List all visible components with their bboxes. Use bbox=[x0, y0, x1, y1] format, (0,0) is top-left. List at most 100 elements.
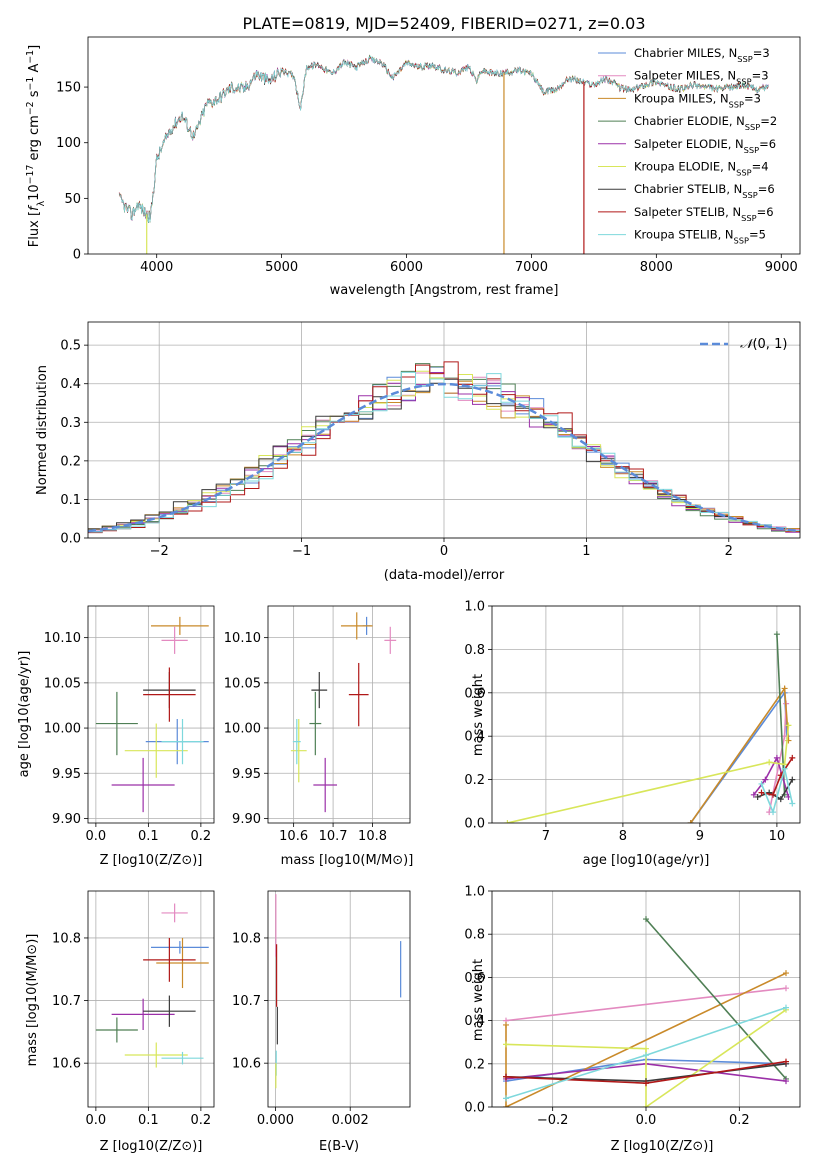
weight_vs_Z-plot bbox=[503, 916, 789, 1107]
label-part: Kroupa MILES, N bbox=[634, 91, 729, 105]
spectrum-frame: 4000 5000 6000 7000 8000 9000 0 50 100 150 bbox=[56, 36, 801, 275]
mass_vs_Z-axes bbox=[88, 891, 214, 1107]
tick-label-x: 0.2 bbox=[191, 829, 212, 844]
label-part: Flux [ bbox=[27, 211, 42, 247]
weight-marker bbox=[783, 985, 789, 992]
label-part: f bbox=[27, 204, 42, 211]
tick-label-y: 0.4 bbox=[60, 377, 81, 392]
weight-marker bbox=[783, 1078, 789, 1085]
weight-marker bbox=[643, 916, 649, 923]
y-axis-label: age [log10(age/yr)] bbox=[17, 651, 32, 778]
tick-label-x: 0.2 bbox=[729, 1113, 750, 1128]
tick-label-x: 0.0 bbox=[86, 1113, 107, 1128]
weight-marker bbox=[643, 1052, 649, 1059]
histogram-steps bbox=[88, 372, 800, 533]
axes-frame bbox=[267, 890, 411, 1108]
label-part: s bbox=[27, 90, 42, 101]
residuals-legend: 𝒩(0, 1) bbox=[700, 337, 787, 352]
y-axis-label: mass [log10(M/M⊙)] bbox=[25, 934, 40, 1067]
label-part: SSP bbox=[742, 190, 757, 200]
tick-label-y: 10.05 bbox=[224, 676, 261, 691]
weight-marker bbox=[783, 970, 789, 977]
legend-label: Chabrier MILES, NSSP=3 bbox=[634, 46, 770, 64]
age_vs_Z-background bbox=[88, 606, 214, 823]
spectrum-legend: Chabrier MILES, NSSP=3 Salpeter MILES, NS… bbox=[598, 46, 777, 246]
x-axis-label: Z [log10(Z/Z⊙)] bbox=[100, 1139, 203, 1154]
weight-marker bbox=[503, 1095, 509, 1102]
tick-label-y: 10.6 bbox=[232, 1057, 261, 1072]
legend-label: Kroupa STELIB, NSSP=5 bbox=[634, 228, 766, 246]
weight-line bbox=[505, 987, 787, 1022]
weight-line bbox=[505, 972, 787, 1107]
label-part: (0, 1) bbox=[752, 337, 787, 352]
weight-line bbox=[757, 779, 793, 801]
tick-label-y: 0.4 bbox=[464, 730, 485, 745]
histogram-steps bbox=[88, 371, 800, 533]
weight_vs_age-background bbox=[492, 606, 800, 823]
weight-marker bbox=[783, 1004, 789, 1011]
label-part: −17 bbox=[25, 165, 36, 185]
x-axis-label: age [log10(age/yr)] bbox=[583, 853, 710, 868]
weight-line bbox=[507, 725, 790, 823]
label-part: =3 bbox=[753, 46, 770, 60]
age_vs_Z-frame: 0.0 0.1 0.2 9.90 9.95 10.00 10.05 10.10 bbox=[44, 605, 215, 844]
tick-label-y: 0.4 bbox=[464, 1014, 485, 1029]
label-part: erg cm bbox=[27, 115, 42, 164]
label-part: SSP bbox=[736, 168, 751, 178]
tick-label-y: 0.8 bbox=[464, 928, 485, 943]
tick-label-y: 0.8 bbox=[464, 643, 485, 658]
label-part: −1 bbox=[25, 77, 36, 91]
x-axis-label: (data-model)/error bbox=[384, 568, 505, 583]
age_vs_Z-axes bbox=[88, 606, 214, 823]
tick-label-y: 10.10 bbox=[44, 631, 81, 646]
age_vs_mass-plot bbox=[290, 612, 397, 813]
tick-label-y: 0.2 bbox=[464, 773, 485, 788]
tick-label-y: 10.05 bbox=[44, 676, 81, 691]
tick-label-y: 0.0 bbox=[464, 1101, 485, 1116]
tick-label-x: 7000 bbox=[515, 260, 548, 275]
tick-label-y: 0 bbox=[73, 248, 81, 263]
weight-marker bbox=[770, 791, 777, 798]
tick-label-y: 9.90 bbox=[232, 812, 261, 827]
tick-label-x: 1 bbox=[582, 544, 590, 559]
label-part: 10 bbox=[27, 184, 42, 201]
tick-label-x: 0.2 bbox=[191, 1113, 212, 1128]
label-part: Chabrier STELIB, N bbox=[634, 182, 742, 196]
weight-marker bbox=[781, 765, 788, 772]
figure-title: PLATE=0819, MJD=52409, FIBERID=0271, z=0… bbox=[242, 14, 645, 33]
weight-marker bbox=[789, 776, 796, 783]
label-part: Salpeter ELODIE, N bbox=[634, 137, 744, 151]
legend-label: Kroupa MILES, NSSP=3 bbox=[634, 91, 761, 109]
legend-label: Chabrier STELIB, NSSP=6 bbox=[634, 182, 775, 200]
axes-frame bbox=[491, 605, 801, 824]
legend-label: Salpeter MILES, NSSP=3 bbox=[634, 69, 769, 87]
x-axis-label: wavelength [Angstrom, rest frame] bbox=[330, 283, 559, 298]
weight-marker bbox=[766, 759, 773, 766]
tick-label-y: 10.00 bbox=[224, 722, 261, 737]
y-axis-label: Flux [fλ10−17 erg cm−2 s−1 A−1] bbox=[25, 45, 47, 247]
weight-marker bbox=[503, 1104, 509, 1107]
x-axis-label: Z [log10(Z/Z⊙)] bbox=[100, 853, 203, 868]
weight-marker bbox=[773, 631, 780, 638]
residuals-frame: −2 −1 0 1 2 0.0 0.1 0.2 0.3 0.4 0.5 bbox=[60, 321, 801, 559]
tick-label-y: 0.0 bbox=[60, 532, 81, 547]
x-axis-label: E(B-V) bbox=[319, 1139, 359, 1154]
spectrum-plot bbox=[118, 54, 769, 254]
normal-curve bbox=[88, 382, 800, 533]
weight-line bbox=[645, 918, 787, 1080]
label-part: =4 bbox=[752, 160, 769, 174]
label-part: =5 bbox=[749, 228, 766, 242]
legend-label: 𝒩(0, 1) bbox=[740, 337, 787, 352]
weight-marker bbox=[783, 1058, 789, 1065]
tick-label-x: 8 bbox=[619, 829, 627, 844]
tick-label-y: 10.6 bbox=[52, 1057, 81, 1072]
tick-label-x: 0 bbox=[440, 544, 448, 559]
label-part: =6 bbox=[758, 182, 775, 196]
weight-marker bbox=[773, 754, 780, 761]
weight-marker bbox=[687, 820, 694, 823]
tick-label-y: 9.95 bbox=[232, 767, 261, 782]
tick-label-y: 10.8 bbox=[232, 931, 261, 946]
weight-marker bbox=[643, 1045, 649, 1052]
tick-label-x: 10.6 bbox=[279, 829, 308, 844]
